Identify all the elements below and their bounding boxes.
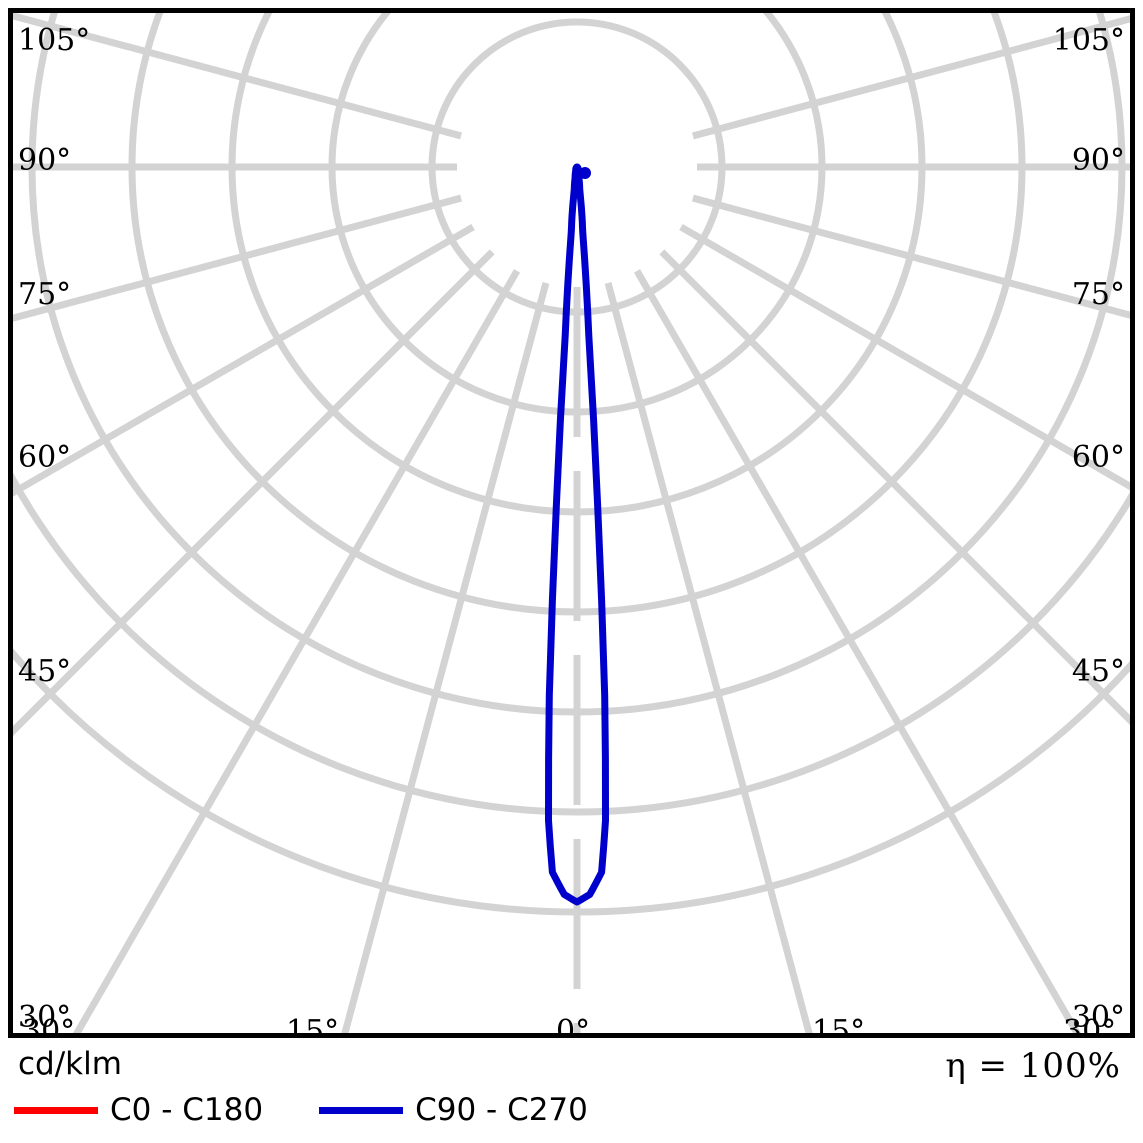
axis-tick-right-1: 90°: [1071, 143, 1125, 178]
units-label: cd/klm: [18, 1046, 122, 1082]
legend-item-0: C0 - C180: [14, 1092, 263, 1128]
axis-tick-left-5: 30°: [18, 1000, 72, 1035]
axis-tick-right-5: 30°: [1071, 1000, 1125, 1035]
polar-grid-and-curves: [13, 13, 1130, 1033]
axis-tick-left-2: 75°: [18, 277, 72, 312]
axis-tick-left-1: 90°: [18, 143, 72, 178]
legend: C0 - C180 C90 - C270: [14, 1092, 644, 1128]
legend-swatch-0: [14, 1106, 98, 1114]
axis-tick-right-3: 60°: [1071, 440, 1125, 475]
axis-tick-right-4: 45°: [1071, 654, 1125, 689]
legend-label-0: C0 - C180: [110, 1092, 264, 1128]
legend-swatch-1: [319, 1106, 404, 1114]
axis-tick-left-3: 60°: [18, 440, 72, 475]
plot-frame: [8, 8, 1135, 1038]
efficiency-label: η = 100%: [945, 1046, 1121, 1086]
chart-footer: cd/klm η = 100% C0 - C180 C90 - C270: [0, 1038, 1143, 1143]
legend-label-1: C90 - C270: [415, 1092, 588, 1128]
axis-tick-left-0: 105°: [18, 23, 91, 58]
axis-tick-right-2: 75°: [1071, 277, 1125, 312]
legend-item-1: C90 - C270: [319, 1092, 588, 1128]
axis-tick-right-0: 105°: [1052, 23, 1125, 58]
axis-tick-left-4: 45°: [18, 654, 72, 689]
